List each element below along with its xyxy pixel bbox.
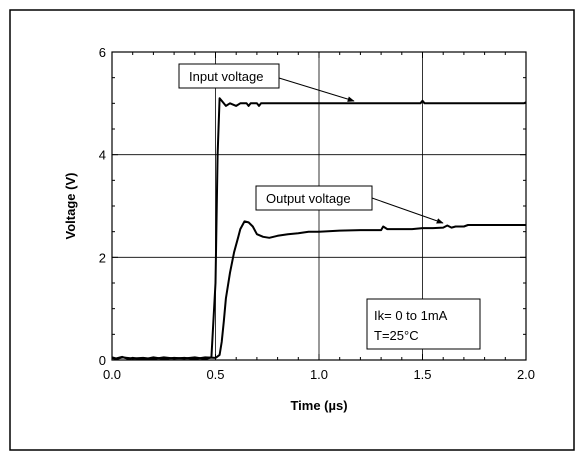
conditions-box xyxy=(366,298,481,350)
x-tick-label: 1.5 xyxy=(413,367,431,382)
input-voltage-arrow xyxy=(278,77,355,102)
conditions-line-2: T=25°C xyxy=(374,328,419,343)
x-tick-label: 2.0 xyxy=(517,367,535,382)
x-tick-label: 1.0 xyxy=(310,367,328,382)
x-axis-title: Time (µs) xyxy=(290,398,347,413)
output-voltage-callout-label: Output voltage xyxy=(266,191,351,206)
series-layer xyxy=(111,97,527,361)
output-voltage-callout-box xyxy=(255,185,373,211)
y-tick-label: 6 xyxy=(99,45,106,60)
input-voltage-line xyxy=(111,97,527,361)
input-voltage-callout-box xyxy=(178,63,280,89)
x-tick-label: 0.0 xyxy=(103,367,121,382)
y-axis-title: Voltage (V) xyxy=(63,173,78,240)
output-voltage-arrow xyxy=(371,197,444,224)
y-tick-label: 0 xyxy=(99,353,106,368)
y-tick-label: 2 xyxy=(99,250,106,265)
y-tick-label: 4 xyxy=(99,148,106,163)
annotations: Input voltage Output voltage Ik= 0 to 1m… xyxy=(178,63,481,350)
input-voltage-callout-label: Input voltage xyxy=(189,69,263,84)
x-tick-label: 0.5 xyxy=(206,367,224,382)
output-voltage-line xyxy=(111,220,526,360)
axes: 0.0 0.5 1.0 1.5 2.0 0 2 4 6 xyxy=(99,45,535,382)
conditions-line-1: Ik= 0 to 1mA xyxy=(374,308,448,323)
